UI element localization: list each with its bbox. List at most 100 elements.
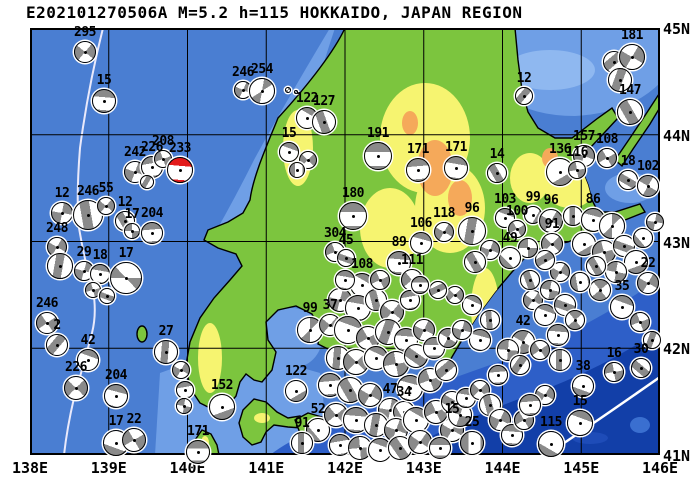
focal-mechanism-symbol (434, 222, 454, 242)
pressure-axis-dot (241, 89, 245, 92)
pressure-axis-dot (91, 289, 95, 292)
pressure-axis-dot (114, 395, 118, 398)
focal-mechanism-symbol (499, 247, 521, 269)
pressure-axis-dot (196, 451, 200, 454)
pressure-axis-dot (602, 251, 606, 254)
depth-label: 35 (614, 279, 630, 294)
focal-mechanism-symbol (249, 78, 275, 104)
pressure-axis-dot (220, 406, 224, 409)
pressure-axis-dot (351, 215, 355, 218)
pressure-axis-dot (531, 214, 535, 217)
pressure-axis-dot (548, 289, 552, 292)
focal-mechanism-symbol (547, 324, 569, 346)
highlighted-focal-mechanism (167, 157, 193, 183)
focal-mechanism-symbol (110, 262, 142, 294)
pressure-axis-dot (414, 419, 418, 422)
depth-label: 103 (494, 192, 516, 207)
focal-mechanism-symbol (339, 202, 367, 230)
focal-mechanism-symbol (617, 99, 643, 125)
pressure-axis-dot (287, 151, 291, 154)
pressure-axis-dot (549, 443, 553, 446)
pressure-axis-dot (308, 329, 312, 332)
pressure-axis-dot (620, 306, 624, 309)
pressure-axis-dot (558, 271, 562, 274)
pressure-axis-dot (328, 324, 332, 327)
focal-mechanism-symbol (480, 240, 500, 260)
focal-mechanism-symbol (508, 220, 526, 238)
focal-mechanism-symbol (446, 286, 464, 304)
focal-mechanism-symbol (429, 281, 447, 299)
depth-label: 47 (382, 382, 398, 397)
focal-mechanism-symbol (510, 355, 530, 375)
pressure-axis-dot (132, 439, 136, 442)
depth-label: 22 (640, 256, 656, 271)
focal-mechanism-symbol (444, 156, 468, 180)
pressure-axis-dot (434, 411, 438, 414)
focal-mechanism-symbol (335, 270, 355, 290)
x-tick-label: 143E (405, 459, 442, 477)
pressure-axis-dot (521, 341, 525, 344)
pressure-axis-dot (628, 111, 632, 114)
pressure-axis-dot (598, 289, 602, 292)
depth-label: 16 (606, 346, 622, 361)
focal-mechanism-symbol (176, 381, 194, 399)
pressure-axis-dot (343, 279, 347, 282)
pressure-axis-dot (626, 179, 630, 182)
depth-label: 246 (36, 296, 58, 311)
pressure-axis-dot (558, 359, 562, 362)
depth-label: 15 (572, 394, 588, 409)
depth-label: 18 (92, 248, 108, 263)
pressure-axis-dot (446, 337, 450, 340)
pressure-axis-dot (575, 169, 579, 172)
focal-mechanism-symbol (413, 319, 435, 341)
pressure-axis-dot (82, 270, 86, 273)
pressure-axis-dot (374, 357, 378, 360)
depth-label: 91 (294, 416, 310, 431)
pressure-axis-dot (150, 166, 154, 169)
depth-label: 115 (540, 415, 562, 430)
focal-mechanism-symbol (501, 424, 523, 446)
pressure-axis-dot (478, 339, 482, 342)
depth-label: 108 (351, 257, 373, 272)
pressure-axis-dot (522, 95, 526, 98)
pressure-axis-dot (510, 434, 514, 437)
focal-mechanism-symbol (176, 398, 192, 414)
focal-mechanism-symbol (36, 312, 58, 334)
focal-mechanism-symbol (530, 340, 550, 360)
pressure-axis-dot (450, 401, 454, 404)
pressure-axis-dot (354, 361, 358, 364)
pressure-axis-dot (397, 262, 401, 265)
depth-label: 25 (464, 415, 480, 430)
depth-label: 254 (251, 62, 273, 77)
focal-mechanism-symbol (124, 223, 140, 239)
pressure-axis-dot (322, 121, 326, 124)
depth-label: 242 (124, 145, 146, 160)
pressure-axis-dot (418, 441, 422, 444)
pressure-axis-dot (98, 273, 102, 276)
depth-label: 246 (77, 184, 99, 199)
pressure-axis-dot (161, 158, 165, 161)
pressure-axis-dot (130, 230, 134, 233)
depth-label: 27 (158, 324, 174, 339)
focal-mechanism-symbol (608, 68, 632, 92)
y-tick-label: 43N (663, 233, 691, 252)
depth-label: 45 (338, 233, 354, 248)
depth-label: 100 (506, 204, 528, 219)
pressure-axis-dot (450, 429, 454, 432)
okushiri-island (136, 325, 148, 343)
pressure-axis-dot (526, 247, 530, 250)
focal-mechanism-symbol (400, 290, 420, 310)
focal-mechanism-symbol (364, 142, 392, 170)
focal-mechanism-symbol (51, 202, 73, 224)
focal-mechanism-symbol (406, 158, 430, 182)
focal-mechanism-symbol (469, 329, 491, 351)
pressure-axis-dot (333, 251, 337, 254)
focal-mechanism-symbol (435, 359, 457, 381)
pressure-axis-dot (55, 246, 59, 249)
depth-label: 89 (391, 235, 407, 250)
pressure-axis-dot (419, 242, 423, 245)
focal-mechanism-symbol (631, 358, 651, 378)
pressure-axis-dot (346, 329, 350, 332)
focal-mechanism-symbol (291, 432, 313, 454)
pressure-axis-dot (528, 404, 532, 407)
